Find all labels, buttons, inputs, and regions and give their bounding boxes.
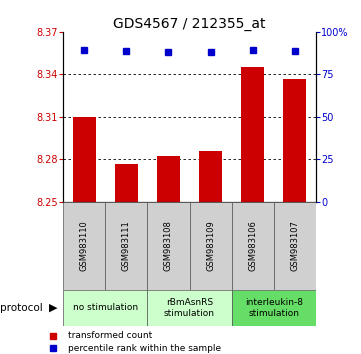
- Text: GSM983107: GSM983107: [290, 221, 299, 272]
- Text: percentile rank within the sample: percentile rank within the sample: [68, 344, 222, 353]
- Text: no stimulation: no stimulation: [73, 303, 138, 313]
- Text: GSM983110: GSM983110: [80, 221, 89, 272]
- Text: interleukin-8
stimulation: interleukin-8 stimulation: [245, 298, 303, 318]
- Text: GSM983106: GSM983106: [248, 221, 257, 272]
- Bar: [147, 202, 190, 290]
- Bar: [63, 290, 147, 326]
- Text: GSM983108: GSM983108: [164, 221, 173, 272]
- Bar: [232, 202, 274, 290]
- Text: transformed count: transformed count: [68, 331, 153, 340]
- Bar: [232, 290, 316, 326]
- Text: GSM983111: GSM983111: [122, 221, 131, 272]
- Bar: [157, 156, 180, 202]
- Title: GDS4567 / 212355_at: GDS4567 / 212355_at: [113, 17, 266, 31]
- Text: GSM983109: GSM983109: [206, 221, 215, 272]
- Bar: [190, 202, 232, 290]
- Text: ▶: ▶: [49, 303, 57, 313]
- Bar: [115, 164, 138, 202]
- Bar: [283, 79, 306, 202]
- Bar: [73, 117, 96, 202]
- Bar: [105, 202, 147, 290]
- Bar: [199, 151, 222, 202]
- Text: protocol: protocol: [0, 303, 43, 313]
- Text: rBmAsnRS
stimulation: rBmAsnRS stimulation: [164, 298, 215, 318]
- Bar: [63, 202, 105, 290]
- Bar: [241, 67, 264, 202]
- Bar: [274, 202, 316, 290]
- Bar: [147, 290, 232, 326]
